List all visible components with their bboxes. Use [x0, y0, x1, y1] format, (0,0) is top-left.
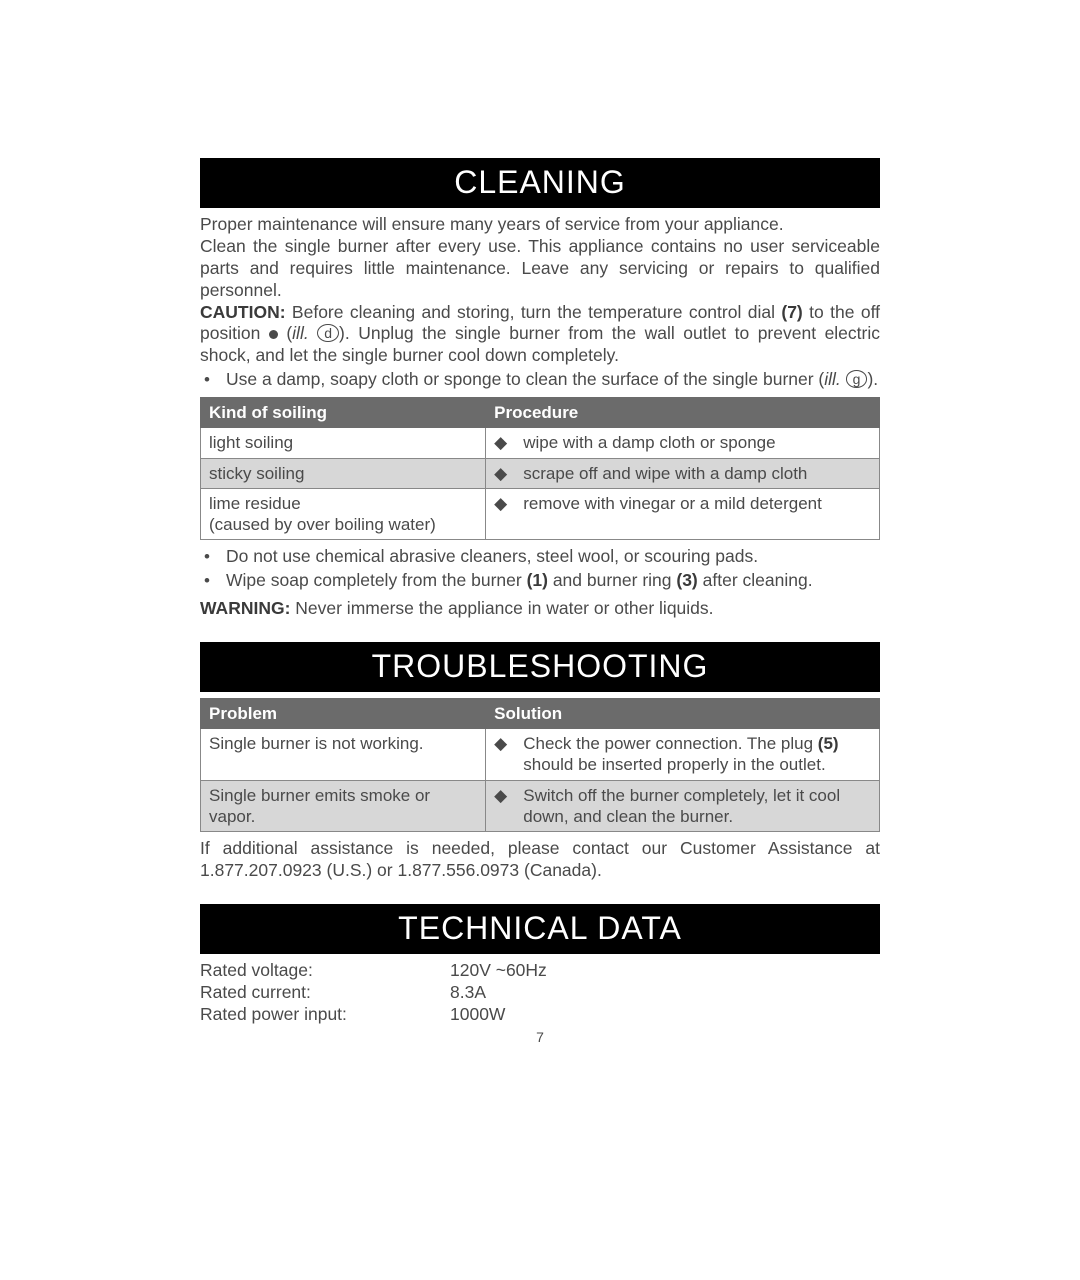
caution-label: CAUTION: [200, 302, 286, 322]
heading-troubleshooting: TROUBLESHOOTING [200, 642, 880, 692]
t: Wipe soap completely from the burner [226, 570, 527, 590]
heading-cleaning: CLEANING [200, 158, 880, 208]
warning-label: WARNING: [200, 598, 290, 618]
diamond-bullet-icon: ◆ [494, 493, 507, 514]
caution-text-a: Before cleaning and storing, turn the te… [286, 302, 782, 322]
cleaning-bullet-abrasive: Do not use chemical abrasive cleaners, s… [200, 546, 880, 568]
cell-proc: ◆ scrape off and wipe with a damp cloth [486, 458, 880, 488]
cell-kind: light soiling [201, 428, 486, 458]
proc-text: wipe with a damp cloth or sponge [523, 432, 775, 453]
cleaning-bullet-surface: Use a damp, soapy cloth or sponge to cle… [200, 369, 880, 391]
tech-value: 120V ~60Hz [450, 960, 547, 982]
tech-label: Rated voltage: [200, 960, 450, 982]
solution-text: Check the power connection. The plug (5)… [523, 733, 871, 776]
table-row: light soiling ◆ wipe with a damp cloth or… [201, 428, 880, 458]
heading-technical: TECHNICAL DATA [200, 904, 880, 954]
table-header-row: Problem Solution [201, 698, 880, 728]
cleaning-table: Kind of soiling Procedure light soiling … [200, 397, 880, 540]
col-problem: Problem [201, 698, 486, 728]
col-solution: Solution [486, 698, 880, 728]
solution-text: Switch off the burner completely, let it… [523, 785, 871, 828]
table-row: sticky soiling ◆ scrape off and wipe with… [201, 458, 880, 488]
tech-label: Rated power input: [200, 1004, 450, 1026]
cleaning-paragraph-2: Clean the single burner after every use.… [200, 236, 880, 302]
diamond-bullet-icon: ◆ [494, 785, 507, 828]
cleaning-caution: CAUTION: Before cleaning and storing, tu… [200, 302, 880, 368]
proc-text: remove with vinegar or a mild detergent [523, 493, 822, 514]
diamond-bullet-icon: ◆ [494, 432, 507, 453]
col-kind: Kind of soiling [201, 398, 486, 428]
technical-data-list: Rated voltage: 120V ~60Hz Rated current:… [200, 960, 880, 1026]
ill-label-g: ill. [824, 369, 841, 389]
cleaning-bullets-bottom: Do not use chemical abrasive cleaners, s… [200, 546, 880, 592]
ill-g-icon: g [846, 370, 868, 388]
cell-solution: ◆ Switch off the burner completely, let i… [486, 780, 880, 832]
cleaning-paragraph-1: Proper maintenance will ensure many year… [200, 214, 880, 236]
cell-solution: ◆ Check the power connection. The plug (5… [486, 729, 880, 781]
tech-row: Rated current: 8.3A [200, 982, 880, 1004]
tech-row: Rated power input: 1000W [200, 1004, 880, 1026]
ref-5: (5) [818, 734, 839, 753]
ill-label-d: ill. [292, 323, 309, 343]
manual-page: CLEANING Proper maintenance will ensure … [0, 0, 1080, 1026]
table-header-row: Kind of soiling Procedure [201, 398, 880, 428]
troubleshooting-table: Problem Solution Single burner is not wo… [200, 698, 880, 832]
cell-problem: Single burner is not working. [201, 729, 486, 781]
bullet-text-b: ). [867, 369, 878, 389]
diamond-bullet-icon: ◆ [494, 733, 507, 776]
t: and burner ring [548, 570, 676, 590]
page-number: 7 [0, 1029, 1080, 1045]
ref-3: (3) [676, 570, 697, 590]
cell-kind: sticky soiling [201, 458, 486, 488]
cell-problem: Single burner emits smoke or vapor. [201, 780, 486, 832]
ref-1: (1) [527, 570, 548, 590]
tech-value: 1000W [450, 1004, 505, 1026]
table-row: Single burner emits smoke or vapor. ◆ Swi… [201, 780, 880, 832]
table-row: lime residue (caused by over boiling wat… [201, 488, 880, 540]
cleaning-bullet-wipe-soap: Wipe soap completely from the burner (1)… [200, 570, 880, 592]
ill-d-icon: d [317, 324, 339, 342]
troubleshooting-contact: If additional assistance is needed, plea… [200, 838, 880, 882]
proc-text: scrape off and wipe with a damp cloth [523, 463, 807, 484]
tech-row: Rated voltage: 120V ~60Hz [200, 960, 880, 982]
tech-value: 8.3A [450, 982, 486, 1004]
table-row: Single burner is not working. ◆ Check the… [201, 729, 880, 781]
diamond-bullet-icon: ◆ [494, 463, 507, 484]
cleaning-bullets-top: Use a damp, soapy cloth or sponge to cle… [200, 369, 880, 391]
t: after cleaning. [698, 570, 813, 590]
cell-proc: ◆ wipe with a damp cloth or sponge [486, 428, 880, 458]
ref-7: (7) [781, 302, 802, 322]
col-procedure: Procedure [486, 398, 880, 428]
tech-label: Rated current: [200, 982, 450, 1004]
off-position-dot-icon [269, 330, 278, 339]
cell-proc: ◆ remove with vinegar or a mild detergent [486, 488, 880, 540]
bullet-text-a: Use a damp, soapy cloth or sponge to cle… [226, 369, 824, 389]
cleaning-warning: WARNING: Never immerse the appliance in … [200, 598, 880, 620]
cell-kind: lime residue (caused by over boiling wat… [201, 488, 486, 540]
warning-text: Never immerse the appliance in water or … [290, 598, 713, 618]
